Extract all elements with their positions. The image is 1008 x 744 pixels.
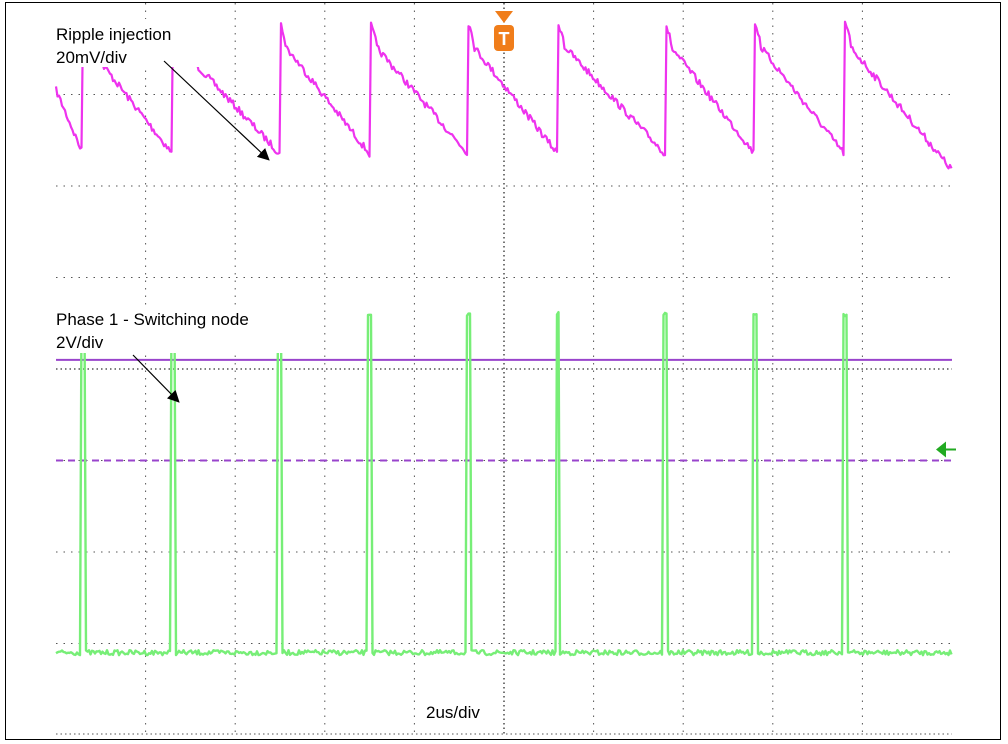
grid — [56, 3, 952, 735]
annotations: Ripple injection 20mV/div Phase 1 - Swit… — [54, 19, 502, 723]
trigger-marker-label: T — [499, 29, 510, 49]
traces — [54, 20, 953, 657]
markers: T — [494, 11, 956, 458]
timebase-label: 2us/div — [426, 703, 480, 722]
channel-level-arrow-icon — [936, 441, 946, 458]
reference-lines — [56, 358, 952, 462]
trigger-arrow-icon — [495, 11, 513, 23]
chart-frame: T Ripple injection 20mV/div Phase 1 - Sw… — [5, 2, 1001, 740]
ripple-scale-label: 20mV/div — [56, 48, 127, 67]
phase-title-label: Phase 1 - Switching node — [56, 310, 249, 329]
phase-scale-label: 2V/div — [56, 333, 104, 352]
phase-arrow — [132, 354, 180, 403]
oscilloscope-chart: T Ripple injection 20mV/div Phase 1 - Sw… — [54, 3, 956, 735]
ripple-injection-trace — [54, 20, 953, 170]
ripple-title-label: Ripple injection — [56, 25, 171, 44]
switching-node-trace — [55, 310, 953, 657]
ripple-arrow — [163, 60, 270, 161]
trigger-badge-icon — [494, 25, 514, 51]
